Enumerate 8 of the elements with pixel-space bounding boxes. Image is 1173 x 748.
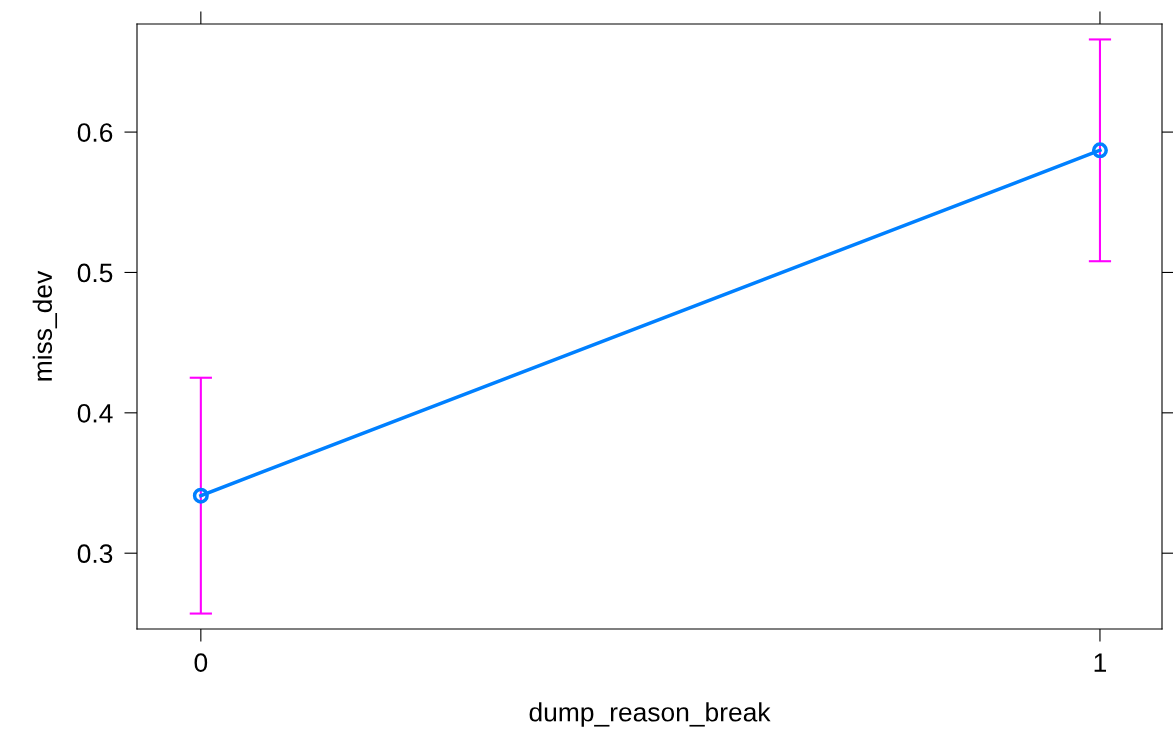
x-axis-title: dump_reason_break	[529, 702, 771, 727]
y-axis-title: miss_dev	[32, 270, 58, 381]
x-tick-label: 0	[194, 653, 208, 672]
x-tick-label: 1	[1094, 653, 1107, 672]
y-tick-label: 0.6	[77, 123, 113, 142]
y-tick-label: 0.4	[77, 403, 113, 423]
y-tick-label: 0.3	[77, 544, 113, 564]
y-tick-label: 0.5	[77, 263, 113, 283]
